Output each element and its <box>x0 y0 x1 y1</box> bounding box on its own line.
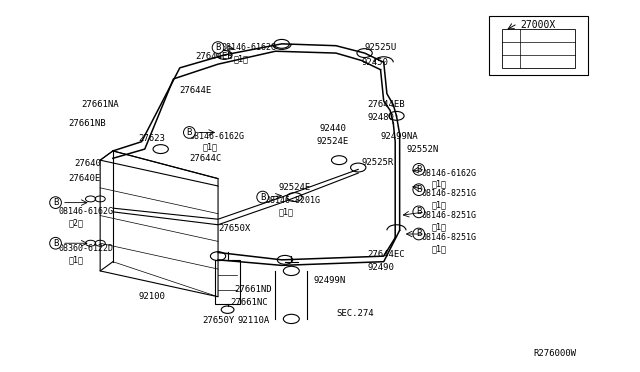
Text: 08146-8251G: 08146-8251G <box>422 211 477 220</box>
Text: 92440: 92440 <box>320 124 347 133</box>
Text: 27661NB: 27661NB <box>68 119 106 128</box>
Text: 92525R: 92525R <box>362 157 394 167</box>
Text: 27661ND: 27661ND <box>234 285 271 294</box>
Text: 27644EB: 27644EB <box>196 52 234 61</box>
Text: 92490: 92490 <box>368 263 395 272</box>
Text: B: B <box>53 198 58 207</box>
Text: B: B <box>53 239 58 248</box>
Text: 27644EB: 27644EB <box>368 100 405 109</box>
Text: 08146-8201G: 08146-8201G <box>266 196 321 205</box>
Text: 92499N: 92499N <box>314 276 346 285</box>
Text: 92100: 92100 <box>138 292 165 301</box>
Text: （2）: （2） <box>68 218 83 227</box>
Text: B: B <box>260 193 266 202</box>
Text: 08146-8251G: 08146-8251G <box>422 189 477 198</box>
Text: 08146-6162G: 08146-6162G <box>189 132 244 141</box>
Text: 92524E: 92524E <box>278 183 311 192</box>
Text: 92525U: 92525U <box>365 43 397 52</box>
Text: R276000W: R276000W <box>534 350 577 359</box>
Text: （1）: （1） <box>202 143 217 152</box>
Text: 08146-6162G: 08146-6162G <box>221 43 276 52</box>
Text: （1）: （1） <box>234 54 249 63</box>
Text: 27644E: 27644E <box>180 86 212 94</box>
Text: 08146-6162G: 08146-6162G <box>59 207 114 217</box>
Text: 92552N: 92552N <box>406 145 438 154</box>
Text: B: B <box>416 185 422 194</box>
Text: 92450: 92450 <box>362 58 388 67</box>
Text: 27661NC: 27661NC <box>231 298 268 307</box>
Text: 27640E: 27640E <box>68 174 100 183</box>
Bar <box>215 260 241 304</box>
Text: 08146-6162G: 08146-6162G <box>422 169 477 177</box>
Text: 92524E: 92524E <box>317 137 349 146</box>
Text: B: B <box>215 43 221 52</box>
Text: 92110A: 92110A <box>237 316 269 325</box>
Text: 27644C: 27644C <box>189 154 221 163</box>
Text: 27661NA: 27661NA <box>81 100 118 109</box>
Text: （1）: （1） <box>278 207 294 217</box>
Text: B: B <box>416 207 422 217</box>
Text: 27644EC: 27644EC <box>368 250 405 259</box>
Text: （1）: （1） <box>431 200 447 209</box>
Text: B: B <box>416 230 422 238</box>
Text: 27650X: 27650X <box>218 224 250 233</box>
Text: B: B <box>187 128 192 137</box>
Bar <box>489 16 588 75</box>
Text: （1）: （1） <box>431 244 447 253</box>
Text: SEC.274: SEC.274 <box>336 309 374 318</box>
Text: 27650Y: 27650Y <box>202 316 234 325</box>
Text: 27000X: 27000X <box>521 20 556 31</box>
Text: B: B <box>416 165 422 174</box>
Text: （1）: （1） <box>68 255 83 264</box>
Text: 92499NA: 92499NA <box>381 132 418 141</box>
Text: 27640: 27640 <box>75 159 102 169</box>
Text: 92480: 92480 <box>368 113 395 122</box>
Text: （1）: （1） <box>431 222 447 231</box>
Bar <box>502 29 575 68</box>
Text: 08360-6122D: 08360-6122D <box>59 244 114 253</box>
Text: 27623: 27623 <box>138 134 165 142</box>
Text: 08146-8251G: 08146-8251G <box>422 233 477 242</box>
Text: （1）: （1） <box>431 180 447 189</box>
